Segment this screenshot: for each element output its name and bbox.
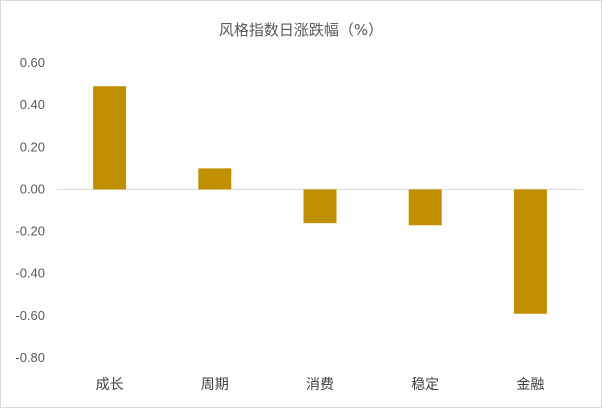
- y-tick-label: -0.60: [15, 308, 45, 323]
- x-tick-label: 金融: [516, 377, 544, 393]
- bar-1: [93, 86, 127, 190]
- x-tick-label: 周期: [201, 377, 229, 393]
- y-tick-label: 0.40: [20, 97, 45, 112]
- bar-3: [303, 189, 337, 224]
- bar-5: [513, 189, 547, 314]
- y-tick-label: 0.20: [20, 139, 45, 154]
- y-tick-label: -0.80: [15, 350, 45, 365]
- y-tick-label: 0.60: [20, 55, 45, 70]
- y-tick-label: -0.20: [15, 224, 45, 239]
- x-tick-label: 稳定: [411, 377, 439, 393]
- bar-4: [408, 189, 442, 226]
- x-tick-label: 消费: [306, 377, 334, 393]
- bar-2: [198, 168, 232, 190]
- y-tick-label: 0.00: [20, 181, 45, 196]
- x-axis: 成长 周期 消费 稳定 金融: [96, 377, 545, 393]
- y-tick-label: -0.40: [15, 266, 45, 281]
- y-axis: 0.60 0.40 0.20 0.00 -0.20 -0.40 -0.60 -0.80: [15, 55, 45, 365]
- x-tick-label: 成长: [96, 377, 124, 393]
- bar-series: [93, 86, 547, 314]
- chart-title: 风格指数日涨跌幅（%）: [219, 21, 383, 39]
